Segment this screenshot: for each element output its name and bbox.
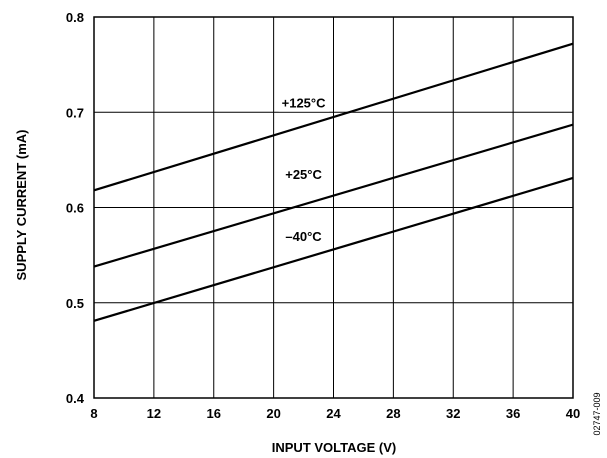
x-tick-label: 40 bbox=[566, 406, 580, 421]
series-label: +25°C bbox=[285, 167, 322, 182]
series-line bbox=[93, 42, 574, 192]
series-label-background bbox=[282, 166, 326, 184]
x-axis-title: INPUT VOLTAGE (V) bbox=[272, 440, 396, 455]
series-labels: +125°C +25°C –40°C bbox=[278, 94, 330, 245]
series-line bbox=[93, 176, 574, 322]
y-axis-title: SUPPLY CURRENT (mA) bbox=[14, 130, 29, 281]
series-lines bbox=[93, 42, 574, 322]
x-tick-label: 16 bbox=[207, 406, 221, 421]
grid-lines bbox=[93, 16, 574, 399]
series-line bbox=[93, 123, 574, 268]
y-tick-labels: 0.4 0.5 0.6 0.7 0.8 bbox=[66, 10, 85, 406]
y-tick-label: 0.6 bbox=[66, 201, 84, 216]
plot-frame bbox=[93, 16, 574, 399]
x-tick-label: 36 bbox=[506, 406, 520, 421]
series-label: –40°C bbox=[285, 229, 322, 244]
figure-id: 02747-009 bbox=[592, 392, 602, 435]
x-tick-label: 28 bbox=[386, 406, 400, 421]
x-tick-label: 20 bbox=[266, 406, 280, 421]
x-tick-labels: 8 12 16 20 24 28 32 36 40 bbox=[90, 406, 580, 421]
x-tick-label: 24 bbox=[326, 406, 341, 421]
series-label-background bbox=[282, 227, 326, 245]
x-tick-label: 8 bbox=[90, 406, 97, 421]
series-label-background bbox=[278, 94, 330, 112]
y-tick-label: 0.7 bbox=[66, 105, 84, 120]
y-tick-label: 0.5 bbox=[66, 296, 84, 311]
x-tick-label: 32 bbox=[446, 406, 460, 421]
series-label: +125°C bbox=[282, 96, 326, 111]
y-tick-label: 0.4 bbox=[66, 391, 85, 406]
x-tick-label: 12 bbox=[147, 406, 161, 421]
y-tick-label: 0.8 bbox=[66, 10, 84, 25]
